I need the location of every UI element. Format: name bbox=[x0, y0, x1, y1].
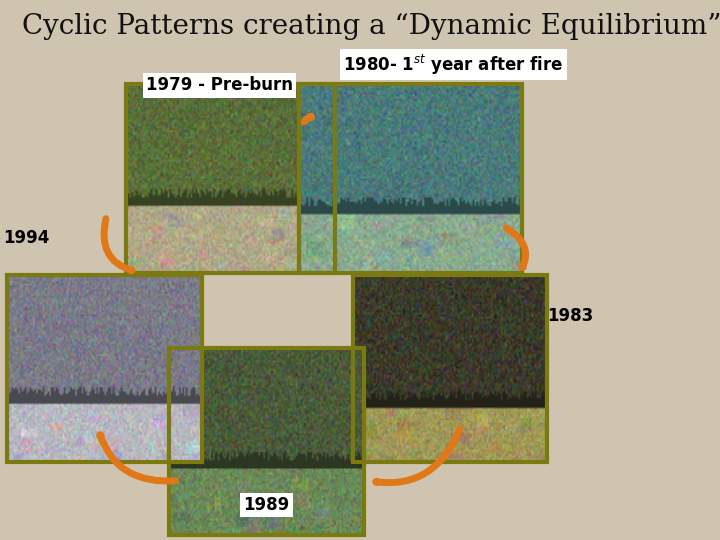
Text: 1980- 1: 1980- 1 bbox=[383, 56, 454, 74]
Bar bbox=[7, 275, 202, 462]
Text: Cyclic Patterns creating a “Dynamic Equilibrium”: Cyclic Patterns creating a “Dynamic Equi… bbox=[22, 14, 720, 40]
Text: 1979 - Pre-burn: 1979 - Pre-burn bbox=[146, 76, 293, 94]
Bar bbox=[353, 275, 547, 462]
FancyArrowPatch shape bbox=[104, 219, 132, 271]
FancyArrowPatch shape bbox=[304, 116, 312, 122]
FancyArrowPatch shape bbox=[99, 435, 176, 481]
FancyArrowPatch shape bbox=[506, 228, 526, 268]
Text: 1989: 1989 bbox=[243, 496, 289, 514]
Bar bbox=[126, 84, 335, 273]
FancyArrowPatch shape bbox=[376, 429, 460, 483]
Text: 1980- 1$^{st}$ year after fire: 1980- 1$^{st}$ year after fire bbox=[343, 53, 564, 77]
Bar bbox=[299, 84, 522, 273]
Text: 1983: 1983 bbox=[547, 307, 593, 325]
Bar bbox=[169, 348, 364, 535]
Text: 1994: 1994 bbox=[4, 228, 50, 247]
